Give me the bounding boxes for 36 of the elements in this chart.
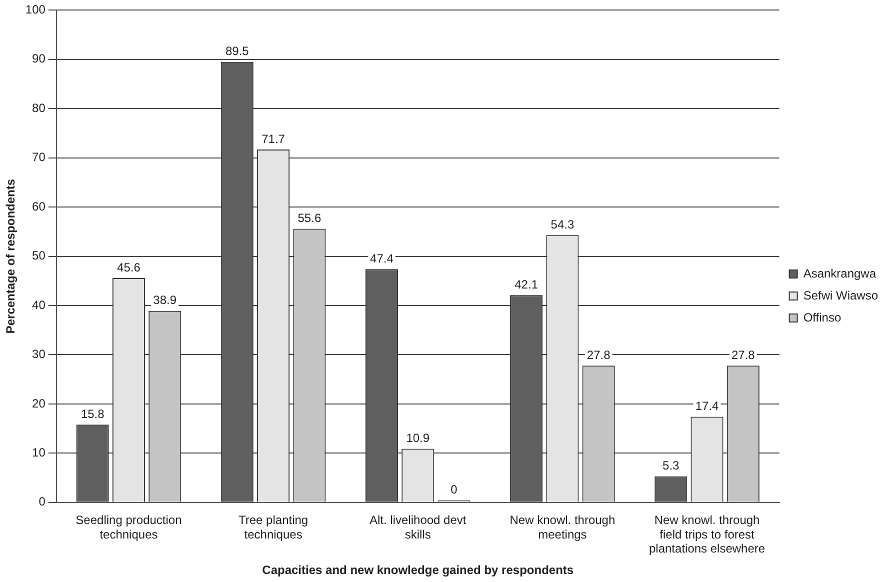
data-label: 71.7 bbox=[262, 132, 286, 146]
data-label: 10.9 bbox=[406, 431, 430, 446]
data-label: 27.8 bbox=[731, 348, 756, 362]
y-tick-label: 90 bbox=[32, 52, 46, 66]
x-tick-label: Tree planting techniques bbox=[238, 512, 308, 542]
y-tick-label: 70 bbox=[32, 150, 46, 164]
data-label: 42.1 bbox=[514, 277, 538, 292]
data-label: 55.6 bbox=[298, 211, 322, 226]
data-label: 89.5 bbox=[225, 44, 250, 58]
data-label: 17.4 bbox=[695, 399, 720, 414]
data-label: 45.6 bbox=[117, 260, 141, 274]
y-tick-label: 30 bbox=[32, 347, 46, 362]
legend-label: Asankrangwa bbox=[803, 266, 876, 280]
y-tick-label: 40 bbox=[32, 298, 46, 312]
data-label: 47.4 bbox=[370, 251, 394, 266]
y-tick-label: 60 bbox=[32, 199, 46, 214]
x-axis-title: Capacities and new knowledge gained by respondents bbox=[262, 563, 574, 578]
y-tick-label: 10 bbox=[32, 445, 46, 460]
data-label: 27.8 bbox=[586, 348, 611, 362]
data-label: 5.3 bbox=[662, 458, 680, 473]
x-tick-label: New knowl. through field trips to forest plantations elsewhere bbox=[648, 512, 766, 556]
y-tick-label: 80 bbox=[32, 100, 46, 115]
x-tick-label: New knowl. through meetings bbox=[510, 512, 616, 542]
x-tick-label: Seedling production techniques bbox=[76, 512, 182, 542]
y-tick-label: 100 bbox=[25, 2, 46, 17]
data-label: 15.8 bbox=[80, 406, 105, 421]
data-label: 38.9 bbox=[153, 293, 177, 308]
y-axis-title: Percentage of respondents bbox=[4, 178, 18, 334]
y-tick-label: 20 bbox=[32, 396, 46, 410]
y-tick-label: 50 bbox=[32, 248, 46, 263]
data-label: 54.3 bbox=[550, 217, 574, 232]
legend-label: Offinso bbox=[803, 310, 842, 324]
legend-label: Sefwi Wiawso bbox=[803, 288, 878, 302]
y-tick-label: 0 bbox=[38, 494, 46, 509]
data-label: 0 bbox=[450, 482, 458, 497]
x-tick-label: Alt. livelihood devt skills bbox=[370, 512, 467, 542]
